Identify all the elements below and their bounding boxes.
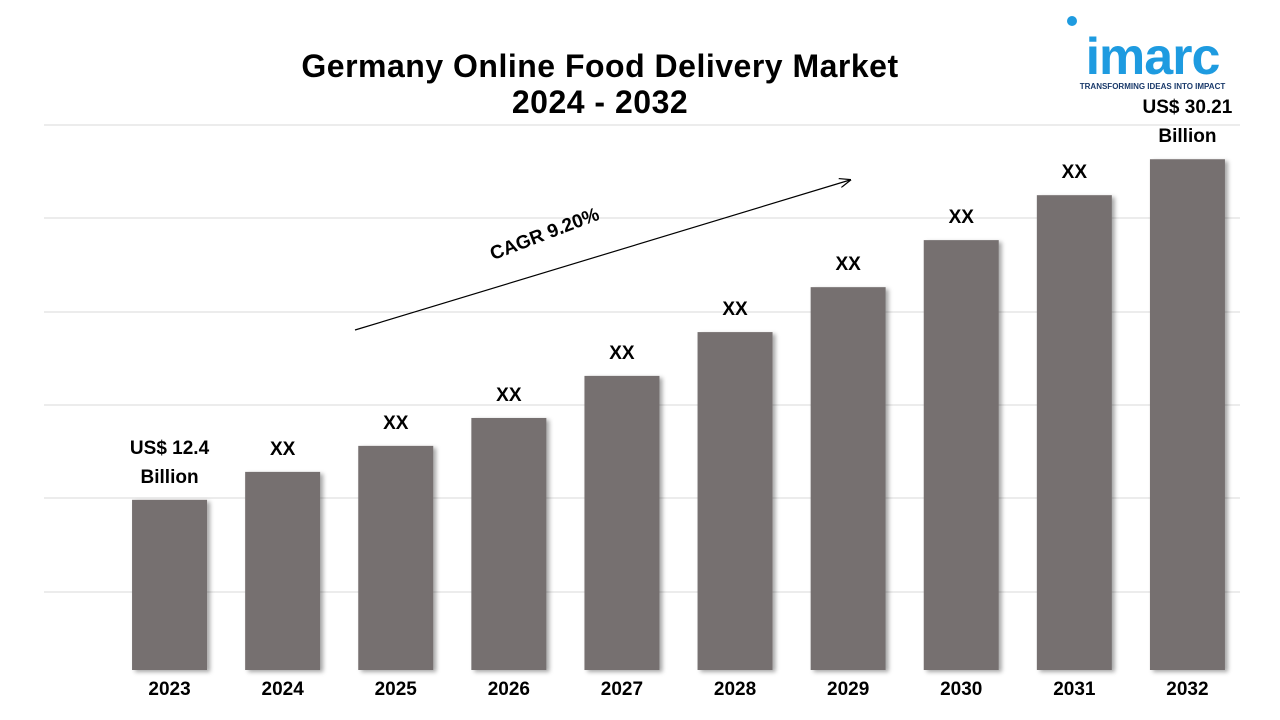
logo-tagline: TRANSFORMING IDEAS INTO IMPACT xyxy=(1079,82,1226,91)
bar xyxy=(1036,195,1112,670)
bar xyxy=(358,445,434,670)
x-tick-label: 2032 xyxy=(1166,679,1209,700)
bar xyxy=(923,240,999,670)
bar xyxy=(471,417,547,670)
data-label: XX xyxy=(383,412,409,434)
logo: imarc xyxy=(1085,28,1221,86)
bar xyxy=(132,499,208,670)
x-tick-label: 2028 xyxy=(713,679,757,700)
x-tick-label: 2029 xyxy=(827,679,870,700)
data-label: XX xyxy=(722,299,748,321)
data-label: US$ 12.4 Billion xyxy=(129,437,210,488)
data-label: XX xyxy=(835,254,861,276)
x-tick-label: 2024 xyxy=(261,679,304,700)
data-label: US$ 30.21 Billion xyxy=(1142,97,1233,148)
x-tick-label: 2023 xyxy=(148,679,191,700)
data-label: XX xyxy=(496,384,522,406)
bar xyxy=(810,287,886,670)
bar xyxy=(584,375,660,670)
data-label: XX xyxy=(269,438,296,460)
cagr-arrow xyxy=(354,180,850,331)
data-label: XX xyxy=(1061,162,1088,184)
bar xyxy=(245,471,321,670)
x-tick-label: 2030 xyxy=(940,679,983,700)
data-label: XX xyxy=(948,207,974,229)
bar xyxy=(697,332,773,670)
logo-dot xyxy=(1067,16,1077,26)
chart-title: Germany Online Food Delivery Market 2024… xyxy=(301,48,899,120)
x-tick-label: 2027 xyxy=(600,679,644,700)
x-tick-label: 2031 xyxy=(1053,679,1096,700)
data-label: XX xyxy=(609,342,635,364)
x-tick-label: 2026 xyxy=(487,679,530,700)
bar xyxy=(1149,159,1225,670)
x-tick-label: 2025 xyxy=(374,679,417,700)
